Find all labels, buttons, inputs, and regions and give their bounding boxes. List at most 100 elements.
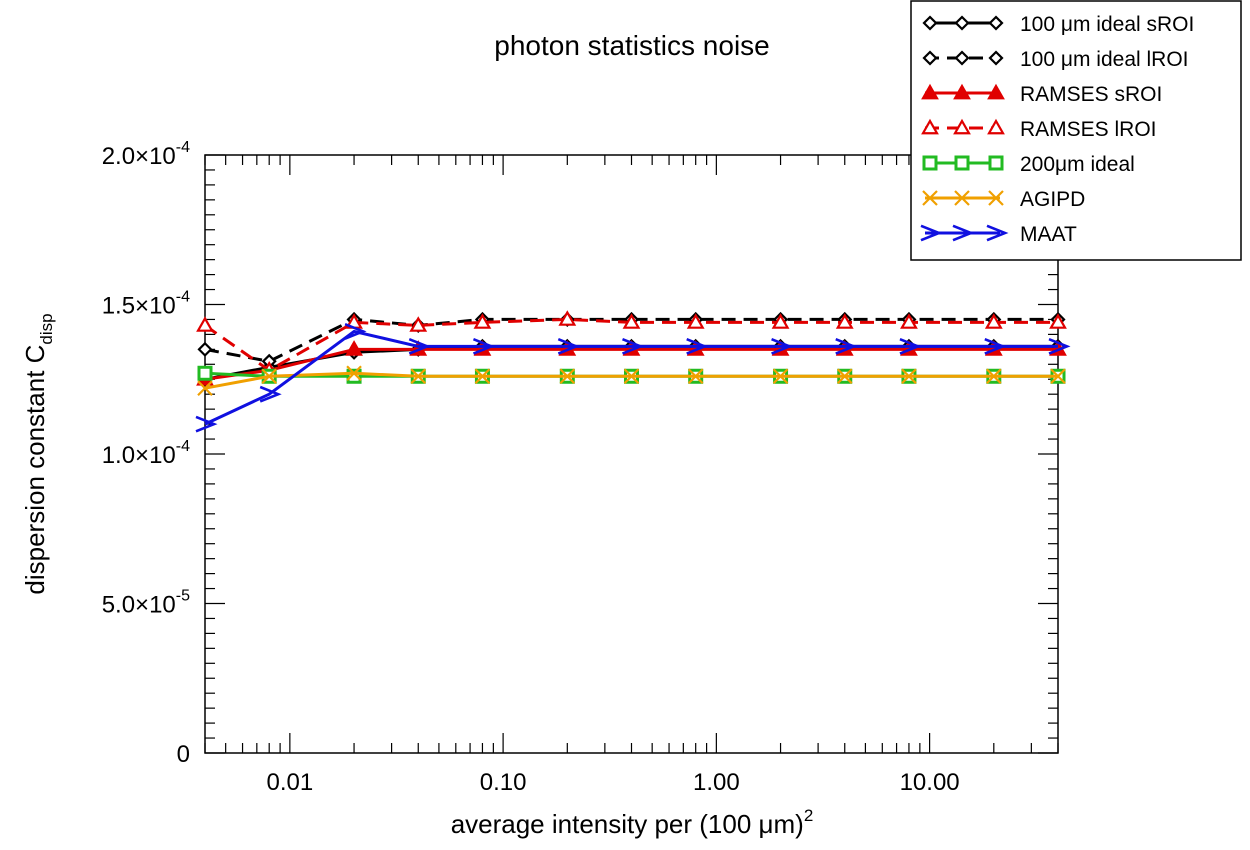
data-point <box>559 368 576 385</box>
legend-label: 100 μm ideal sROI <box>1020 13 1194 36</box>
data-point <box>988 190 1004 206</box>
data-point <box>952 224 975 242</box>
x-tick-label: 10.00 <box>900 769 960 796</box>
y-tick-label: 1.0×10-4 <box>102 438 190 469</box>
series-5 <box>197 365 1066 396</box>
data-point <box>557 337 580 355</box>
data-point <box>922 15 938 31</box>
data-point <box>922 50 938 66</box>
y-tick-label: 1.5×10-4 <box>102 289 190 320</box>
data-point <box>409 316 428 332</box>
plot-area-frame <box>204 154 1059 754</box>
legend-label: AGIPD <box>1020 188 1085 211</box>
legend-item: RAMSES lROI <box>921 118 1157 141</box>
data-point <box>622 313 641 329</box>
y-axis-label-subscript: disp <box>37 313 56 344</box>
data-point <box>195 415 218 433</box>
data-point <box>987 83 1005 100</box>
data-point <box>954 155 970 171</box>
data-point <box>922 155 938 171</box>
data-point <box>954 190 970 206</box>
x-tick-label: 0.10 <box>480 769 527 796</box>
x-tick-label: 0.01 <box>267 769 314 796</box>
data-point <box>988 155 1004 171</box>
chart-title: photon statistics noise <box>494 30 770 61</box>
data-point <box>558 310 577 326</box>
legend-item: RAMSES sROI <box>921 83 1162 106</box>
data-point <box>1048 337 1071 355</box>
legend-item: 200μm ideal <box>922 153 1135 176</box>
legend-label: RAMSES sROI <box>1020 83 1162 106</box>
y-tick-mantissa: 2.0×10 <box>102 143 176 170</box>
data-point <box>197 341 213 357</box>
x-tick-label: 1.00 <box>693 769 740 796</box>
y-tick-mantissa: 5.0×10 <box>102 592 176 619</box>
y-tick-label: 2.0×10-4 <box>102 139 190 170</box>
x-tick-labels: 0.01 0.10 1.00 10.00 <box>267 769 960 796</box>
legend: 100 μm ideal sROI 100 μm ideal lROI RAMSES… <box>910 0 1242 261</box>
data-point <box>900 313 918 329</box>
y-tick-exponent: -4 <box>176 139 190 156</box>
series-layer <box>195 310 1071 433</box>
data-point <box>472 337 495 355</box>
legend-item: 100 μm ideal sROI <box>922 13 1194 36</box>
data-point <box>988 15 1004 31</box>
data-point <box>921 83 939 100</box>
y-tick-exponent: -5 <box>176 588 190 605</box>
y-tick-exponent: -4 <box>176 289 190 306</box>
data-point <box>687 368 704 385</box>
y-axis-label: dispersion constant Cdisp <box>20 313 56 594</box>
data-point <box>410 368 427 385</box>
data-point <box>953 83 971 100</box>
legend-item: 100 μm ideal lROI <box>922 48 1189 71</box>
data-point <box>622 337 645 355</box>
data-point <box>954 15 970 31</box>
data-point <box>920 224 943 242</box>
y-tick-mantissa: 1.5×10 <box>102 293 176 320</box>
y-tick-exponent: -4 <box>176 438 190 455</box>
y-tick-mantissa: 0 <box>177 741 190 768</box>
data-point <box>984 313 1003 329</box>
data-point <box>197 380 213 396</box>
legend-item: AGIPD <box>922 188 1085 211</box>
legend-item: MAAT <box>920 223 1077 246</box>
data-point <box>836 368 853 385</box>
data-point <box>772 368 789 385</box>
data-point <box>835 313 854 329</box>
data-point <box>345 340 363 356</box>
data-point <box>196 316 214 332</box>
data-point <box>984 337 1007 355</box>
x-axis-label: average intensity per (100 μm)2 <box>451 806 814 839</box>
data-point <box>259 385 282 403</box>
y-tick-labels: 05.0×10-51.0×10-41.5×10-42.0×10-4 <box>102 139 190 768</box>
data-point <box>922 190 938 206</box>
data-point <box>686 313 705 329</box>
data-point <box>921 118 939 135</box>
y-tick-label: 5.0×10-5 <box>102 588 190 619</box>
legend-items: 100 μm ideal sROI 100 μm ideal lROI RAMSES… <box>920 13 1194 246</box>
data-point <box>835 337 858 355</box>
x-axis-label-text: average intensity per (100 μm) <box>451 809 804 839</box>
data-point <box>197 365 213 381</box>
y-tick-mantissa: 1.0×10 <box>102 442 176 469</box>
data-point <box>901 368 917 385</box>
data-point <box>954 50 970 66</box>
data-point <box>344 323 367 340</box>
legend-label: RAMSES lROI <box>1020 118 1157 141</box>
data-point <box>771 337 794 355</box>
series-6 <box>195 323 1071 433</box>
data-point <box>1050 368 1066 385</box>
data-point <box>686 337 709 355</box>
data-point <box>1049 313 1067 329</box>
data-point <box>986 368 1002 385</box>
y-tick-label: 0 <box>177 741 190 768</box>
data-point <box>346 365 362 382</box>
data-point <box>771 313 790 329</box>
legend-label: 200μm ideal <box>1020 153 1135 176</box>
y-axis-label-text: dispersion constant C <box>20 345 50 595</box>
data-point <box>899 337 922 355</box>
data-point <box>987 118 1005 135</box>
data-point <box>953 118 971 135</box>
legend-label: 100 μm ideal lROI <box>1020 48 1189 71</box>
